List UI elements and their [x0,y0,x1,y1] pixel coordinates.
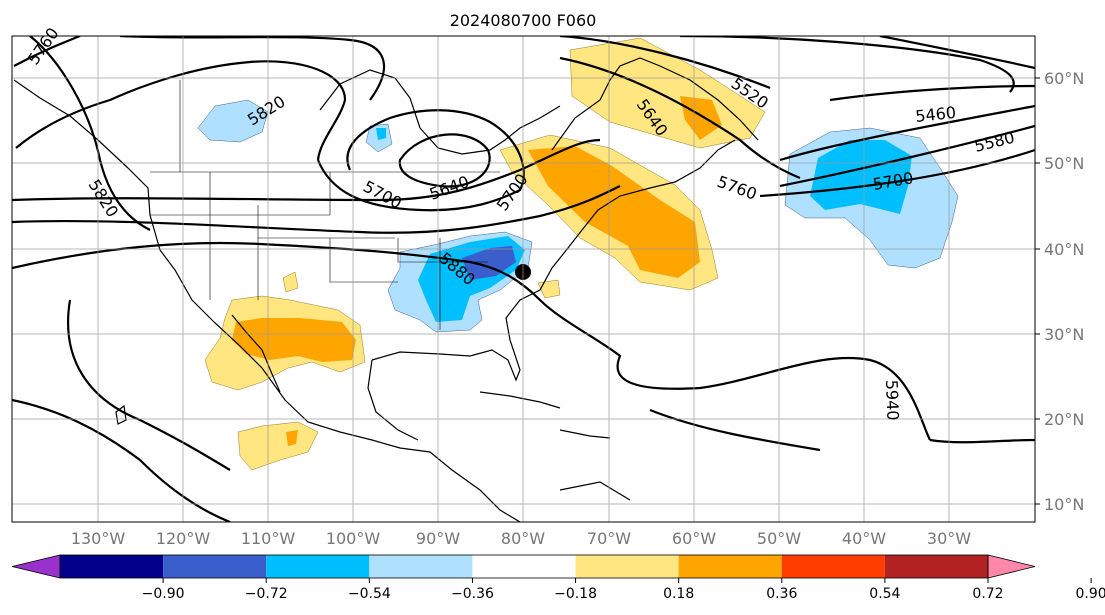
colorbar-tick-label: −0.90 [142,586,185,602]
graticule [12,36,1035,522]
colorbar: −0.90 −0.72 −0.54 −0.36 −0.18 0.18 0.36 0.54 0.7… [11,554,1105,602]
colorbar-bin [884,555,988,578]
colorbar-tick-label: 0.72 [972,586,1003,602]
colorbar-extend-high [987,554,1036,579]
colorbar-extend-low [11,554,61,579]
lat-label: 30°N [1044,325,1084,344]
colorbar-tick-label: −0.54 [348,586,391,602]
colorbar-tick-label: 0.18 [663,586,694,602]
colorbar-bin [60,555,164,578]
colorbar-bin [575,555,679,578]
colorbar-tick-label: −0.18 [554,586,597,602]
lon-label: 90°W [416,529,460,548]
colorbar-frame [59,554,989,579]
lat-label: 10°N [1044,495,1084,514]
colorbar-bin [266,555,370,578]
lon-label: 70°W [587,529,631,548]
lon-label: 80°W [501,529,545,548]
lon-label: 110°W [241,529,296,548]
longitude-labels: 130°W 120°W 110°W 100°W 90°W 80°W 70°W 6… [71,529,971,548]
state-borders [150,80,500,330]
colorbar-tick-label: −0.72 [245,586,288,602]
lat-label: 40°N [1044,240,1084,259]
figure-title: 2024080700 F060 [450,11,597,30]
lon-label: 50°W [757,529,801,548]
colorbar-tick-label: 0.36 [766,586,797,602]
height-contours [12,36,1035,522]
lon-label: 30°W [927,529,971,548]
lon-label: 120°W [156,529,211,548]
lon-label: 40°W [842,529,886,548]
lat-label: 60°N [1044,69,1084,88]
lat-label: 20°N [1044,410,1084,429]
colorbar-bin [163,555,267,578]
colorbar-tick-label: −0.36 [451,586,494,602]
colorbar-bin [369,555,473,578]
lat-label: 50°N [1044,154,1084,173]
colorbar-tick-label: 0.54 [869,586,900,602]
lon-label: 60°W [672,529,716,548]
lon-label: 130°W [71,529,126,548]
colorbar-bin [781,555,885,578]
contour-label: 5460 [914,103,956,126]
positive-anomaly-shading [204,37,766,471]
latitude-labels: 60°N 50°N 40°N 30°N 20°N 10°N [1035,69,1084,514]
lon-label: 100°W [326,529,381,548]
contour-label: 5940 [882,379,902,420]
colorbar-tick-label: 0.90 [1076,586,1105,602]
colorbar-bin [678,555,782,578]
map-frame [11,35,1036,523]
colorbar-bin [472,555,576,578]
